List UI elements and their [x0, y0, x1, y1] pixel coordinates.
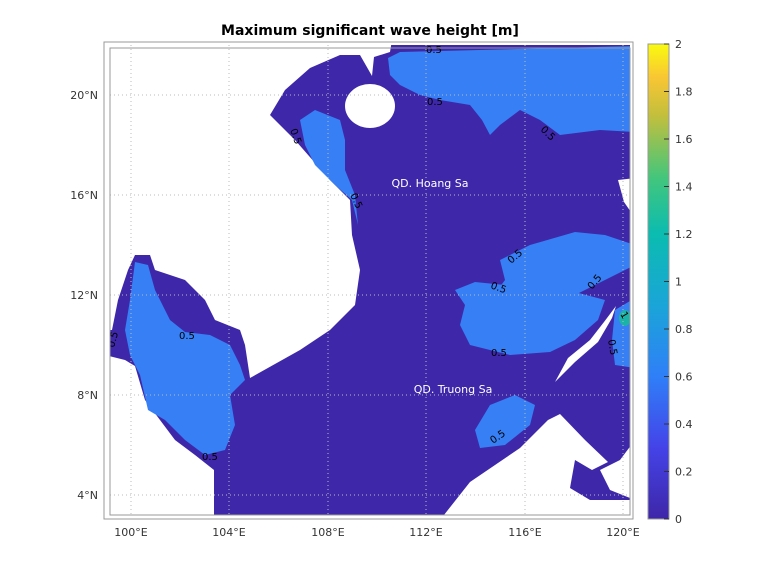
map-title: Maximum significant wave height [m]: [221, 23, 519, 39]
contour-label: 0.5: [202, 452, 218, 463]
wave-zone-spratly: [475, 395, 535, 448]
land-luzon: [618, 178, 630, 211]
contour-label: 0.5: [106, 331, 121, 349]
land-mainland: [110, 45, 392, 378]
y-tick-label: 20°N: [70, 89, 98, 102]
contour-label: 1: [617, 310, 630, 321]
colorbar-tick-label: 1.4: [675, 181, 693, 194]
gridlines: [110, 45, 630, 515]
colorbar-tick-label: 0.6: [675, 371, 693, 384]
land-hainan: [345, 84, 395, 128]
x-axis: 100°E 104°E 108°E 112°E 116°E 120°E: [114, 526, 639, 539]
land-palawan: [555, 306, 616, 382]
contour-label: 0.5: [491, 348, 507, 359]
x-tick-label: 120°E: [606, 526, 639, 539]
contour-label: 0.5: [179, 331, 195, 342]
y-tick-label: 16°N: [70, 189, 98, 202]
map-area: 0.5 0.5 0.5 0.5 0.5 0.5 0.5 0.5 0.5 0.5 …: [106, 45, 630, 515]
contour-label: 0.5: [426, 45, 442, 56]
colorbar-ticks: 0 0.2 0.4 0.6 0.8 1 1.2 1.4 1.6 1.8 2: [664, 38, 693, 526]
wave-zone-north: [388, 46, 630, 135]
label-truong-sa: QD. Truong Sa: [414, 383, 493, 396]
map-frame-outer: [103, 41, 634, 520]
y-tick-label: 12°N: [70, 289, 98, 302]
colorbar-tick-label: 0.8: [675, 323, 693, 336]
y-tick-label: 4°N: [77, 489, 98, 502]
x-tick-label: 104°E: [212, 526, 245, 539]
land-borneo: [443, 414, 630, 515]
x-tick-label: 112°E: [409, 526, 442, 539]
contour-label: 0.5: [489, 280, 508, 296]
colorbar-tick-label: 1: [675, 276, 682, 289]
colorbar-tick-label: 1.8: [675, 86, 693, 99]
contour-label: 0.5: [287, 127, 303, 146]
x-tick-label: 108°E: [311, 526, 344, 539]
map-frame-inner: [109, 47, 631, 516]
colorbar-tick-label: 1.6: [675, 133, 693, 146]
contour-label: 0.5: [427, 97, 443, 108]
colorbar-tick-label: 2: [675, 38, 682, 51]
x-tick-label: 116°E: [508, 526, 541, 539]
y-tick-label: 8°N: [77, 389, 98, 402]
wave-zone-high: [619, 310, 630, 326]
colorbar-tick-label: 1.2: [675, 228, 693, 241]
wave-zone-tonkin: [300, 110, 358, 225]
wave-zone-gulf-thailand: [125, 262, 245, 455]
y-axis: 20°N 16°N 12°N 8°N 4°N: [70, 89, 98, 502]
land-malay-peninsula: [110, 356, 214, 515]
label-hoang-sa: QD. Hoang Sa: [391, 177, 468, 190]
colorbar-tick-label: 0.2: [675, 466, 693, 479]
contour-label: 0.5: [605, 339, 619, 357]
colorbar-tick-label: 0: [675, 513, 682, 526]
wave-zone-south-central: [455, 282, 605, 355]
x-tick-label: 100°E: [114, 526, 147, 539]
colorbar-tick-label: 0.4: [675, 418, 693, 431]
